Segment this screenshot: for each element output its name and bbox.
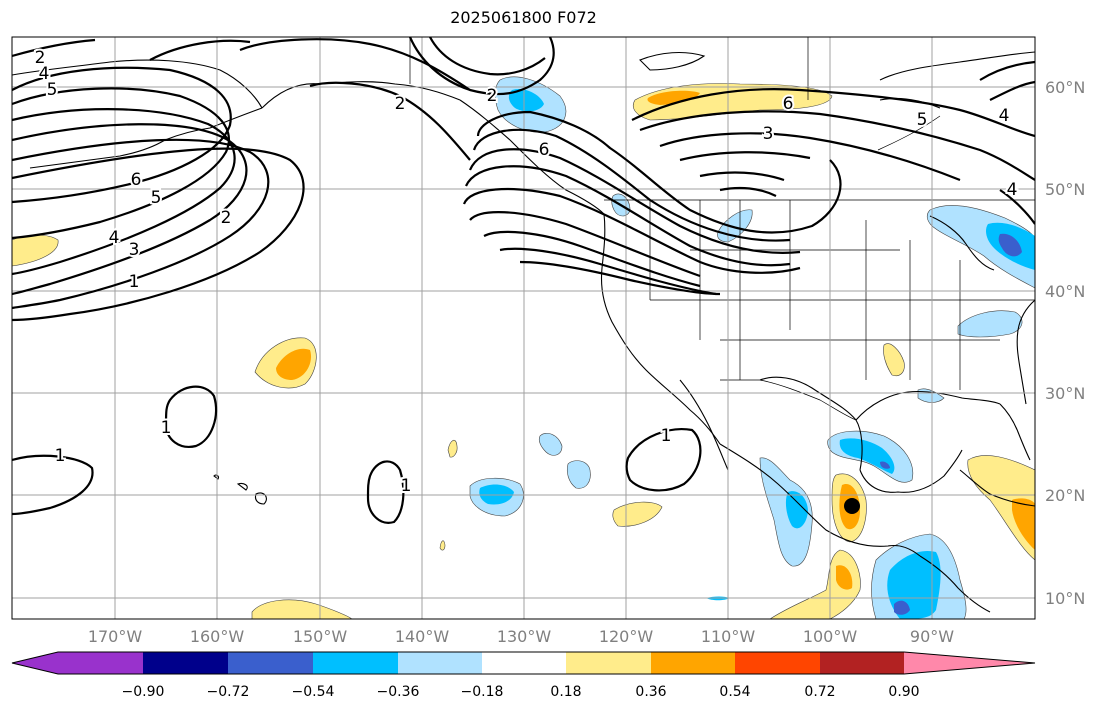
lon-label: 90°W xyxy=(910,627,954,646)
colorbar-segment xyxy=(398,652,482,674)
contour-label: 1 xyxy=(161,418,172,438)
lat-label: 10°N xyxy=(1045,589,1085,608)
contour-label: 1 xyxy=(661,426,672,446)
map-border xyxy=(11,36,1036,620)
contour-label: 2 xyxy=(35,48,46,68)
colorbar-tick-label: −0.18 xyxy=(461,684,504,700)
contour-label: 2 xyxy=(221,208,232,228)
lon-label: 110°W xyxy=(701,627,756,646)
contour-label: 2 xyxy=(395,94,406,114)
colorbar-segment xyxy=(313,652,398,674)
contour-label: 1 xyxy=(129,272,140,292)
contour-label: 4 xyxy=(39,64,50,84)
colorbar xyxy=(11,651,1036,675)
lat-label: 50°N xyxy=(1045,180,1085,199)
lat-label: 60°N xyxy=(1045,78,1085,97)
contour-label: 6 xyxy=(539,140,550,160)
colorbar-segment xyxy=(735,652,820,674)
coastlines xyxy=(12,51,1035,613)
contour-label: 6 xyxy=(131,170,142,190)
longitude-labels: 170°W 160°W 150°W 140°W 130°W 120°W 110°… xyxy=(88,627,954,646)
colorbar-extend-max xyxy=(904,652,1035,674)
colorbar-outline xyxy=(11,651,1036,675)
graticule xyxy=(12,37,1035,619)
latitude-labels: 60°N 50°N 40°N 30°N 20°N 10°N xyxy=(1045,78,1085,608)
lon-label: 130°W xyxy=(497,627,552,646)
contour-lines xyxy=(12,37,1035,524)
lon-label: 150°W xyxy=(293,627,348,646)
colorbar-segment xyxy=(228,652,313,674)
contour-label: 2 xyxy=(487,86,498,106)
lon-label: 160°W xyxy=(190,627,245,646)
lon-label: 170°W xyxy=(88,627,143,646)
colorbar-segment xyxy=(143,652,228,674)
colorbar-tick-label: 0.36 xyxy=(635,684,666,700)
lat-label: 30°N xyxy=(1045,384,1085,403)
contour-label: 5 xyxy=(47,80,58,100)
contour-label: 3 xyxy=(129,240,140,260)
location-marker xyxy=(844,498,860,514)
colorbar-tick-label: −0.36 xyxy=(377,684,420,700)
colorbar-tick-label: 0.72 xyxy=(804,684,835,700)
contour-label: 6 xyxy=(783,94,794,114)
colorbar-segment xyxy=(820,652,904,674)
colorbar-extend-min xyxy=(12,652,58,674)
colorbar-tick-label: −0.72 xyxy=(207,684,250,700)
contour-label: 4 xyxy=(999,106,1010,126)
contour-label: 5 xyxy=(151,188,162,208)
colorbar-segment xyxy=(651,652,735,674)
colorbar-segment xyxy=(482,652,566,674)
contour-label-group: 2 4 5 6 5 4 3 2 1 2 2 6 6 3 5 4 4 1 1 1 … xyxy=(33,46,1020,498)
colorbar-tick-label: 0.18 xyxy=(550,684,581,700)
lat-label: 40°N xyxy=(1045,282,1085,301)
colorbar-tick-label: −0.54 xyxy=(292,684,335,700)
contour-label: 4 xyxy=(1007,180,1018,200)
colorbar-tick-label: −0.90 xyxy=(122,684,165,700)
colorbar-tick-label: 0.54 xyxy=(719,684,750,700)
lon-label: 100°W xyxy=(803,627,858,646)
colorbar-segment xyxy=(566,652,651,674)
lat-label: 20°N xyxy=(1045,486,1085,505)
lon-label: 140°W xyxy=(395,627,450,646)
contour-label: 5 xyxy=(917,110,928,130)
map-title: 2025061800 F072 xyxy=(450,8,597,27)
colorbar-segment xyxy=(58,652,143,674)
colorbar-tick-label: 0.90 xyxy=(888,684,919,700)
colorbar-tick-labels: −0.90 −0.72 −0.54 −0.36 −0.18 0.18 0.36 … xyxy=(122,684,920,700)
lon-label: 120°W xyxy=(599,627,654,646)
contour-label: 3 xyxy=(763,124,774,144)
contour-label: 4 xyxy=(109,228,120,248)
contour-label: 1 xyxy=(401,476,412,496)
contour-label: 1 xyxy=(55,446,66,466)
